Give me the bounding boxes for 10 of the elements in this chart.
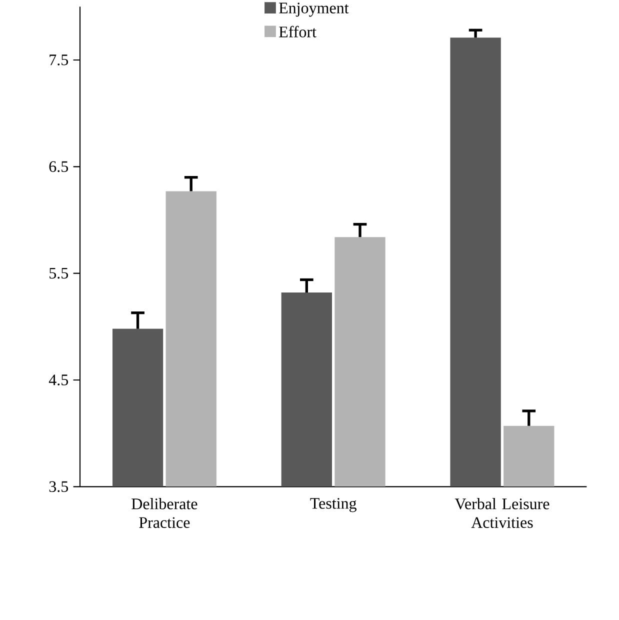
y-tick-label: 7.5 [50, 54, 68, 66]
y-tick-label: 5.5 [50, 268, 68, 279]
legend-label: Effort [279, 26, 317, 38]
y-tick-label: 4.5 [49, 374, 68, 386]
x-tick-label: Testing [310, 498, 357, 512]
legend-label: Enjoyment [279, 2, 349, 17]
y-tick-label: 3.5 [50, 481, 68, 492]
x-tick-label: Verbal Leisure Activities [455, 498, 550, 528]
x-tick-label: Deliberate Practice [132, 498, 198, 528]
y-tick-label: 6.5 [49, 161, 68, 172]
